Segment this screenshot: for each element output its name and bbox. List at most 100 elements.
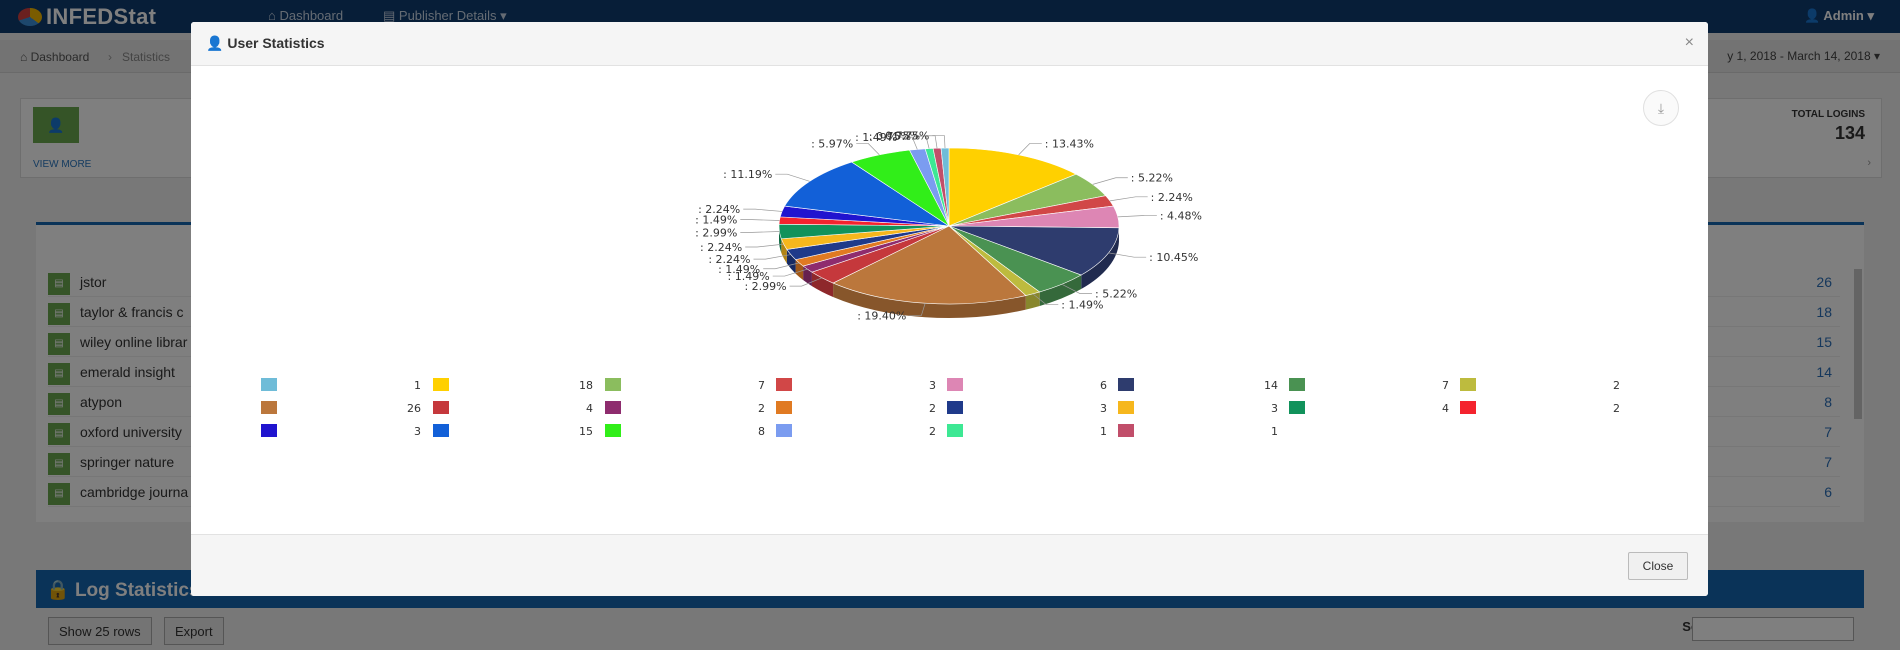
legend-value: 1 — [414, 379, 421, 392]
pie-slice-side — [1039, 275, 1082, 306]
pie-data-label: : 1.49% — [855, 131, 897, 144]
legend-item[interactable]: 2 — [776, 401, 936, 415]
modal-title-text: User Statistics — [227, 35, 325, 51]
pie-label-connector — [856, 143, 880, 156]
legend-value: 2 — [1613, 379, 1620, 392]
legend-item[interactable]: 4 — [1289, 401, 1449, 415]
legend-swatch — [605, 378, 621, 391]
pie-data-label: : 2.24% — [700, 241, 742, 254]
legend-item[interactable]: 7 — [605, 378, 765, 392]
legend-swatch — [261, 378, 277, 391]
legend-item[interactable]: 7 — [1289, 378, 1449, 392]
pie-label-connector — [789, 277, 823, 287]
legend-value: 8 — [758, 425, 765, 438]
pie-label-connector — [1092, 177, 1128, 185]
legend-item[interactable]: 26 — [261, 401, 421, 415]
legend-item[interactable]: 1 — [947, 424, 1107, 438]
pie-slice[interactable] — [832, 225, 1027, 305]
pie-label-connector — [753, 254, 791, 260]
pie-slice-side — [786, 249, 796, 274]
legend-value: 7 — [758, 379, 765, 392]
pie-slice-side — [1081, 227, 1119, 290]
pie-data-label: : 4.48% — [1160, 209, 1202, 222]
legend-swatch — [605, 424, 621, 437]
pie-label-connector — [745, 243, 784, 248]
chart-legend: 1 18 7 3 6 14 7 2 26 4 2 2 3 3 4 2 3 15 8 2 1 1 — [261, 378, 1620, 438]
legend-value: 3 — [1100, 402, 1107, 415]
legend-value: 15 — [579, 425, 593, 438]
pie-data-labels: : 13.43%: 5.22%: 2.24%: 4.48%: 10.45%: 5… — [695, 130, 1202, 323]
legend-swatch — [947, 401, 963, 414]
legend-item[interactable]: 8 — [605, 424, 765, 438]
legend-item[interactable]: 2 — [605, 401, 765, 415]
pie-slice[interactable] — [948, 225, 1120, 276]
legend-value: 3 — [1271, 402, 1278, 415]
pie-data-label: : 1.49% — [728, 270, 770, 283]
pie-data-label: : 0.75% — [887, 130, 929, 143]
close-button[interactable]: Close — [1628, 552, 1688, 580]
legend-item[interactable]: 3 — [776, 378, 936, 392]
legend-swatch — [1118, 378, 1134, 391]
legend-swatch — [433, 378, 449, 391]
pie-data-label: : 11.19% — [723, 168, 772, 181]
legend-item[interactable]: 1 — [1118, 424, 1278, 438]
pie-label-connector — [740, 231, 780, 233]
legend-item[interactable]: 4 — [433, 401, 593, 415]
modal-title: 👤 User Statistics — [206, 35, 325, 51]
legend-value: 2 — [929, 425, 936, 438]
legend-value: 26 — [407, 402, 421, 415]
legend-item[interactable]: 6 — [947, 378, 1107, 392]
legend-item[interactable]: 1 — [261, 378, 421, 392]
legend-item[interactable]: 2 — [1460, 378, 1620, 392]
legend-item[interactable]: 2 — [776, 424, 936, 438]
legend-swatch — [605, 401, 621, 414]
pie-data-label: : 5.22% — [1095, 288, 1137, 301]
legend-value: 7 — [1442, 379, 1449, 392]
pie-label-connector — [743, 208, 783, 212]
pie-data-label: : 19.40% — [857, 310, 906, 323]
pie-data-label: : 5.22% — [1131, 172, 1173, 185]
legend-item[interactable]: 3 — [1118, 401, 1278, 415]
download-icon[interactable]: ⤓ — [1643, 90, 1679, 126]
pie-label-connector — [900, 136, 918, 150]
legend-item[interactable]: 3 — [947, 401, 1107, 415]
legend-item[interactable]: 15 — [433, 424, 593, 438]
legend-swatch — [433, 401, 449, 414]
legend-item[interactable]: 3 — [261, 424, 421, 438]
pie-data-label: : 1.49% — [1061, 299, 1103, 312]
pie-data-label: : 0.75% — [869, 130, 911, 143]
legend-value: 2 — [758, 402, 765, 415]
legend-value: 4 — [586, 402, 593, 415]
legend-value: 3 — [929, 379, 936, 392]
legend-swatch — [261, 424, 277, 437]
pie-label-connector — [1108, 252, 1147, 258]
pie-slices — [778, 147, 1120, 318]
legend-value: 3 — [414, 425, 421, 438]
legend-item[interactable]: 18 — [433, 378, 593, 392]
legend-swatch — [776, 424, 792, 437]
legend-swatch — [947, 378, 963, 391]
legend-item[interactable]: 2 — [1460, 401, 1620, 415]
legend-item[interactable]: 14 — [1118, 378, 1278, 392]
close-icon[interactable]: × — [1684, 34, 1694, 51]
legend-value: 14 — [1264, 379, 1278, 392]
legend-swatch — [776, 401, 792, 414]
pie-label-connector — [932, 135, 946, 149]
pie-data-label: : 2.24% — [698, 203, 740, 216]
legend-value: 2 — [929, 402, 936, 415]
legend-swatch — [1460, 401, 1476, 414]
legend-value: 1 — [1100, 425, 1107, 438]
pie-slice[interactable] — [948, 147, 1077, 227]
user-statistics-pie-chart: : 13.43%: 5.22%: 2.24%: 4.48%: 10.45%: 5… — [261, 130, 1620, 438]
legend-swatch — [1118, 424, 1134, 437]
pie-label-connector — [913, 135, 930, 149]
pie-data-label: : 0.75% — [878, 130, 920, 143]
pie-label-connector — [772, 268, 808, 277]
legend-value: 18 — [579, 379, 593, 392]
pie-label-connector — [1061, 283, 1093, 294]
pie-slice-side — [833, 283, 1026, 318]
legend-value: 2 — [1613, 402, 1620, 415]
legend-swatch — [433, 424, 449, 437]
legend-value: 4 — [1442, 402, 1449, 415]
pie-label-connector — [740, 219, 780, 221]
